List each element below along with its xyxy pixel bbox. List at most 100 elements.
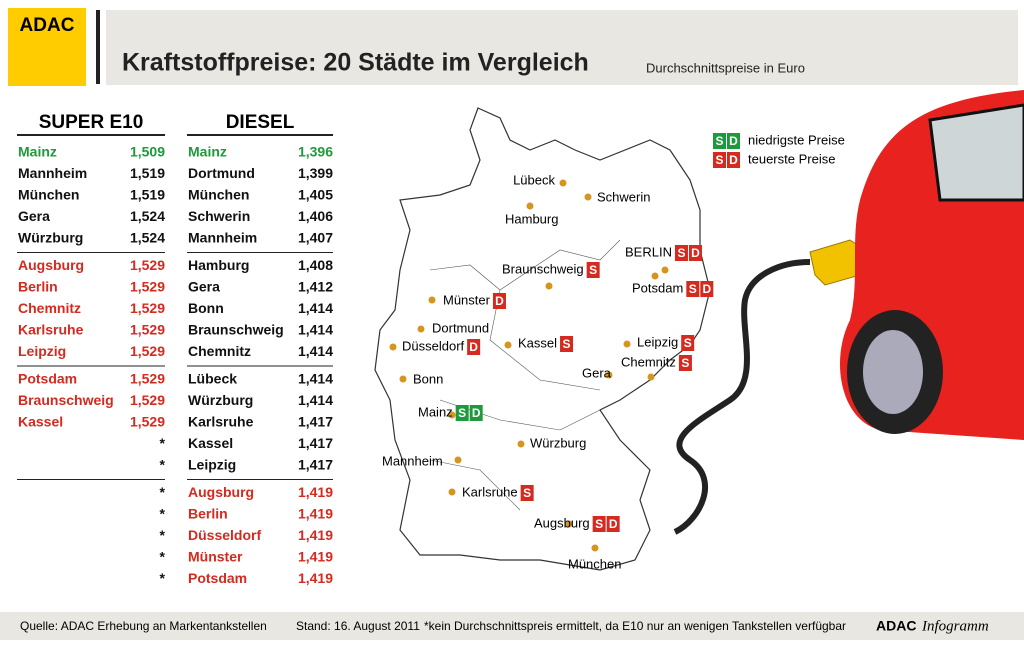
city-name: Düsseldorf bbox=[188, 527, 261, 543]
badge bbox=[727, 133, 740, 149]
badge bbox=[492, 293, 506, 309]
city-name: Leipzig bbox=[18, 343, 66, 359]
badge bbox=[592, 516, 606, 532]
logo-box bbox=[8, 8, 86, 86]
price: 1,509 bbox=[130, 144, 165, 160]
badge bbox=[560, 336, 574, 352]
city-label: BERLIN bbox=[625, 244, 672, 259]
city-dot bbox=[504, 341, 512, 349]
city-name: Chemnitz bbox=[188, 343, 251, 359]
price: 1,414 bbox=[298, 343, 333, 359]
city-name: Leipzig bbox=[188, 457, 236, 473]
price: 1,399 bbox=[298, 165, 333, 181]
badge-letter: S bbox=[458, 406, 466, 420]
price: 1,419 bbox=[298, 570, 333, 586]
price: 1,529 bbox=[130, 371, 165, 387]
city-dot bbox=[517, 440, 525, 448]
footer-date: Stand: 16. August 2011 bbox=[296, 619, 420, 633]
city-label: Gera bbox=[582, 365, 612, 380]
city-dot bbox=[647, 373, 655, 381]
price: 1,529 bbox=[130, 392, 165, 408]
city-label: Münster bbox=[443, 292, 491, 307]
badge-letter: D bbox=[729, 153, 738, 167]
badge bbox=[467, 339, 481, 355]
title: Kraftstoffpreise: 20 Städte im Vergleich bbox=[122, 49, 589, 77]
city-name: Potsdam bbox=[18, 371, 77, 387]
price: * bbox=[160, 457, 166, 473]
state-borders bbox=[429, 239, 621, 511]
city-name: Gera bbox=[18, 208, 50, 224]
city-name: Würzburg bbox=[18, 230, 83, 246]
city-name: Augsburg bbox=[188, 484, 254, 500]
price: 1,417 bbox=[298, 457, 333, 473]
price: 1,407 bbox=[298, 230, 333, 246]
price: 1,414 bbox=[298, 322, 333, 338]
price: 1,414 bbox=[298, 300, 333, 316]
city-name: Chemnitz bbox=[18, 300, 81, 316]
rim bbox=[863, 330, 923, 414]
city-label: Chemnitz bbox=[621, 354, 676, 369]
city-name: Kassel bbox=[18, 414, 63, 430]
city-name: Mainz bbox=[18, 144, 57, 160]
city-name: Dortmund bbox=[188, 165, 255, 181]
city-name: Gera bbox=[188, 279, 220, 295]
badge bbox=[686, 281, 700, 297]
price: * bbox=[160, 570, 166, 586]
price: 1,406 bbox=[298, 208, 333, 224]
city-label: Augsburg bbox=[534, 515, 590, 530]
city-name: Karlsruhe bbox=[188, 414, 254, 430]
price: 1,524 bbox=[130, 230, 165, 246]
badge-letter: S bbox=[715, 153, 723, 167]
city-name: Braunschweig bbox=[188, 322, 284, 338]
city-dot bbox=[605, 371, 613, 379]
price: 1,519 bbox=[130, 187, 165, 203]
price: 1,529 bbox=[130, 322, 165, 338]
price: 1,529 bbox=[130, 300, 165, 316]
city-name: Augsburg bbox=[18, 257, 84, 273]
hose bbox=[673, 259, 811, 535]
city-name: Braunschweig bbox=[18, 392, 114, 408]
city-dot bbox=[591, 544, 599, 552]
price: * bbox=[160, 484, 166, 500]
table-title: DIESEL bbox=[226, 112, 295, 133]
price: 1,419 bbox=[298, 527, 333, 543]
price: 1,396 bbox=[298, 144, 333, 160]
city-label: Düsseldorf bbox=[402, 338, 465, 353]
badge-letter: D bbox=[495, 294, 504, 308]
badge bbox=[700, 281, 714, 297]
city-dot bbox=[428, 296, 436, 304]
subtitle: Durchschnittspreise in Euro bbox=[646, 60, 805, 75]
badge-letter: S bbox=[589, 263, 597, 277]
badge bbox=[469, 405, 483, 421]
badge bbox=[586, 262, 600, 278]
city-name: Mannheim bbox=[188, 230, 257, 246]
badge-letter: S bbox=[684, 336, 692, 350]
city-name: Schwerin bbox=[188, 208, 250, 224]
badge bbox=[727, 152, 740, 168]
divider bbox=[96, 10, 100, 84]
city-name: Karlsruhe bbox=[18, 322, 84, 338]
city-name: Lübeck bbox=[188, 371, 237, 387]
badge-letter: D bbox=[469, 340, 478, 354]
city-name: Potsdam bbox=[188, 570, 247, 586]
city-name: Berlin bbox=[188, 506, 228, 522]
city-dot bbox=[448, 411, 456, 419]
price: 1,524 bbox=[130, 208, 165, 224]
badge bbox=[455, 405, 469, 421]
city-dot bbox=[417, 325, 425, 333]
badge bbox=[713, 133, 726, 149]
city-label: Mannheim bbox=[382, 453, 443, 468]
city-dot bbox=[651, 272, 659, 280]
badge-letter: S bbox=[689, 282, 697, 296]
city-name: Münster bbox=[188, 549, 243, 565]
city-label: Mainz bbox=[418, 404, 453, 419]
badge-letter: D bbox=[609, 517, 618, 531]
badge bbox=[674, 245, 688, 261]
price: 1,529 bbox=[130, 279, 165, 295]
price: 1,529 bbox=[130, 343, 165, 359]
price: 1,417 bbox=[298, 435, 333, 451]
badge-letter: D bbox=[472, 406, 481, 420]
city-label: Karlsruhe bbox=[462, 484, 518, 499]
